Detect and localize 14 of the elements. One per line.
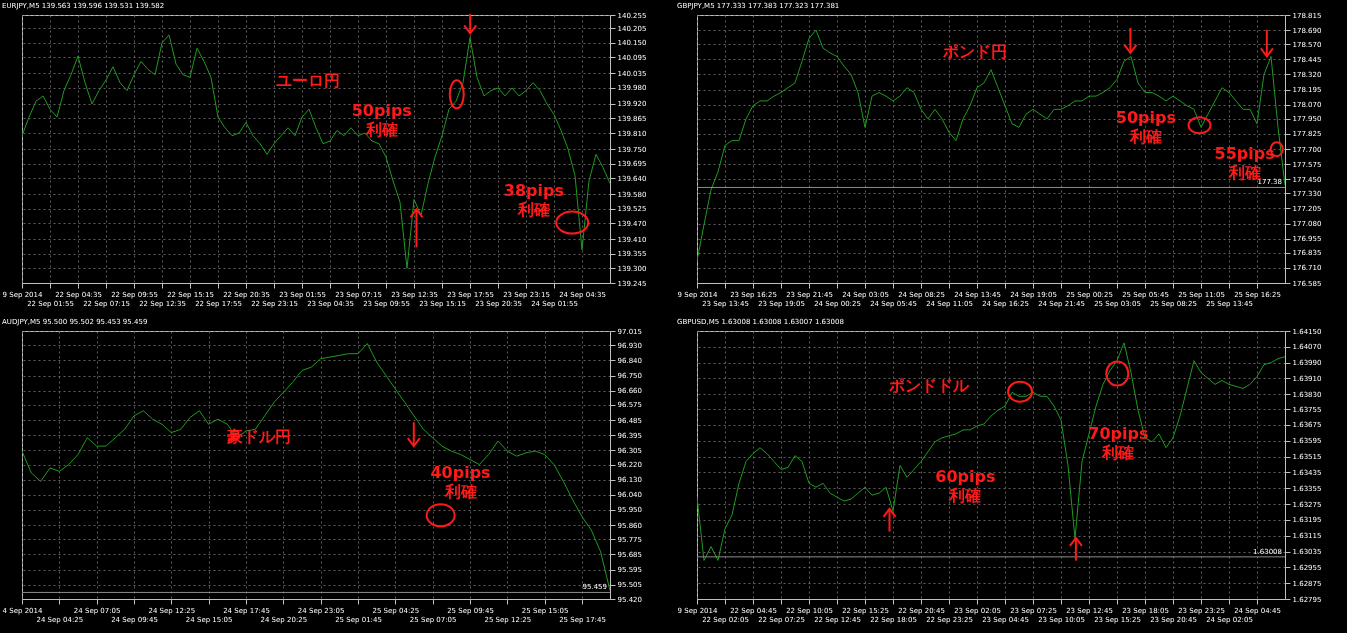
- annotation: 豪ドル円: [226, 427, 292, 447]
- line-series: [697, 29, 1285, 262]
- annotation: ポンドドル: [888, 376, 971, 396]
- line-series: [22, 343, 610, 592]
- line-series: [22, 34, 610, 269]
- annotation: ポンド円: [942, 42, 1008, 62]
- annotation: 50pips 利確: [351, 101, 412, 140]
- annotation: 38pips 利確: [503, 181, 565, 220]
- annotation: 70pips 利確: [1088, 423, 1149, 462]
- line-series: [697, 342, 1285, 561]
- annotation: 60pips 利確: [935, 467, 996, 506]
- annotation: ユーロ円: [276, 71, 341, 91]
- annotation: 50pips 利確: [1115, 108, 1176, 147]
- annotation: 40pips 利確: [430, 462, 491, 501]
